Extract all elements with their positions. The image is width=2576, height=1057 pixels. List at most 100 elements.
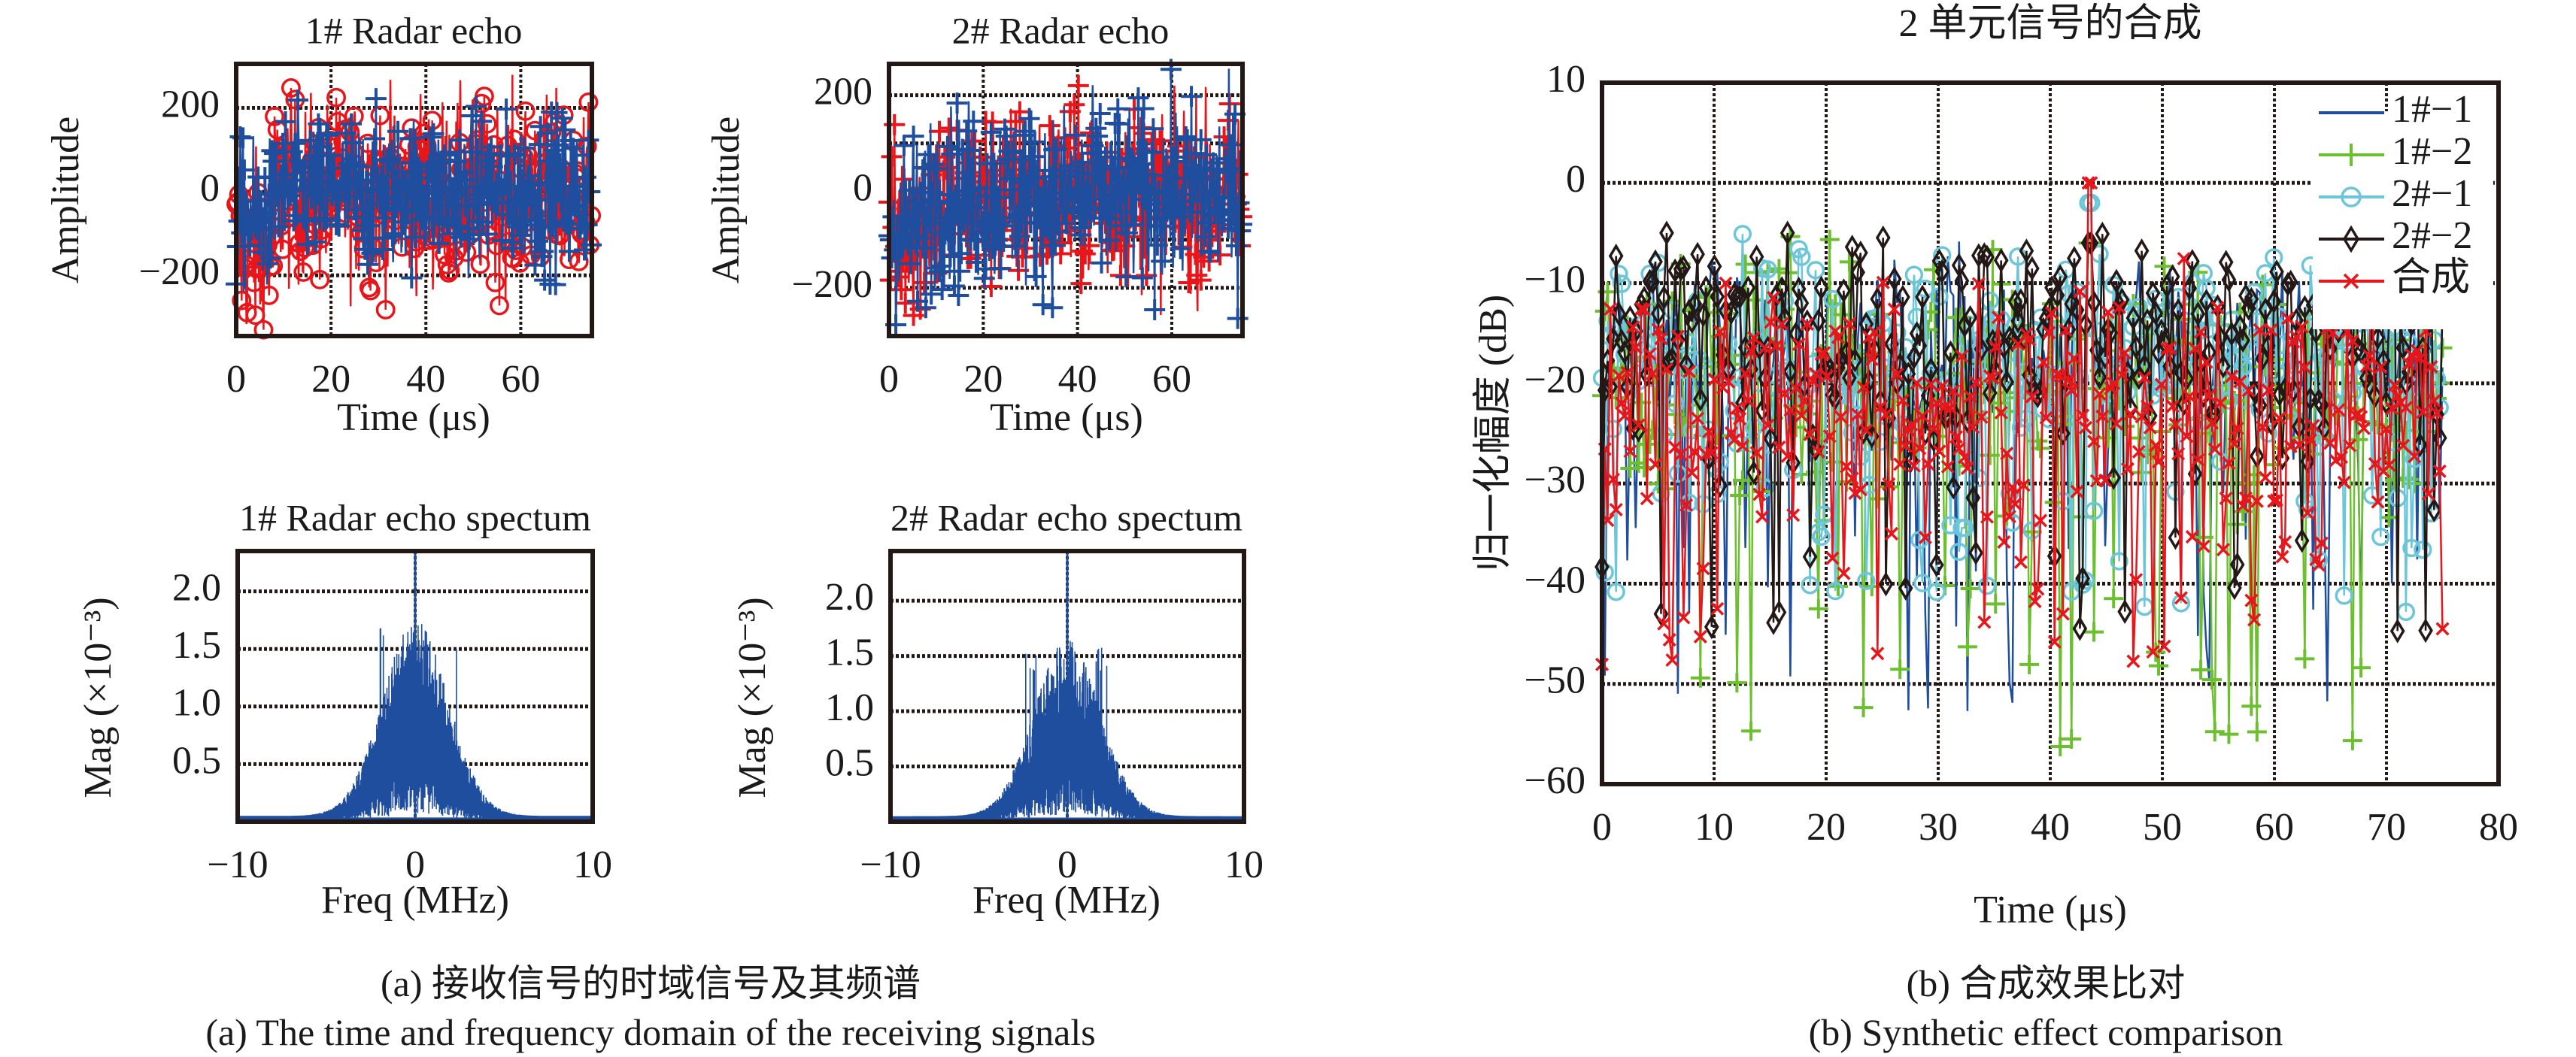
data-point <box>2128 335 2144 359</box>
data-point <box>1727 433 1741 447</box>
data-point <box>1102 158 1124 180</box>
data-point <box>326 87 347 108</box>
data-point <box>1758 260 1777 279</box>
y-tick-label: −10 <box>1525 259 1585 301</box>
data-point <box>1673 447 1688 462</box>
data-point <box>1097 198 1119 220</box>
data-point <box>2013 555 2028 569</box>
data-point <box>2075 565 2090 591</box>
data-point <box>2374 360 2388 374</box>
x-tick-label: 70 <box>2367 806 2406 849</box>
data-point <box>1679 498 1694 512</box>
data-point <box>2432 464 2447 478</box>
data-point <box>2162 353 2177 379</box>
data-point <box>310 269 330 289</box>
data-point <box>1643 347 1657 362</box>
data-point <box>1148 180 1170 201</box>
y-tick-label: 0.5 <box>172 739 221 782</box>
legend-label: 合成 <box>2392 256 2470 299</box>
series-line <box>1601 182 2444 665</box>
data-point <box>527 230 549 252</box>
y-axis-label: Mag (×10⁻³) <box>731 597 774 798</box>
data-point <box>1845 471 1859 486</box>
y-tick-label: 1.5 <box>825 631 874 674</box>
data-point <box>256 253 278 274</box>
data-point <box>987 186 1009 208</box>
data-point <box>2202 670 2223 690</box>
data-point <box>1842 316 1856 331</box>
data-point <box>1774 276 1790 301</box>
data-point <box>2084 176 2098 190</box>
data-point <box>2132 335 2151 355</box>
data-point <box>1901 361 1916 386</box>
data-point <box>287 89 309 111</box>
data-point <box>2382 458 2396 472</box>
data-point <box>2031 582 2045 596</box>
data-point <box>1183 161 1205 183</box>
data-point <box>511 195 533 217</box>
data-point <box>2244 286 2259 312</box>
data-point <box>988 212 1010 234</box>
data-point <box>1174 151 1196 173</box>
data-point <box>1826 581 1845 601</box>
data-point <box>2084 622 2104 642</box>
data-point <box>2269 259 2284 284</box>
data-point <box>1668 464 1688 483</box>
data-point <box>2019 654 2040 674</box>
data-point <box>2410 344 2424 358</box>
y-tick-label: 2.0 <box>825 576 874 619</box>
data-point <box>900 253 921 274</box>
data-point <box>2168 415 2189 435</box>
data-point <box>446 150 468 172</box>
data-point <box>1868 325 1882 339</box>
data-point <box>464 189 486 210</box>
data-point <box>1039 115 1060 137</box>
data-point <box>534 269 556 291</box>
data-point <box>1968 540 1983 565</box>
x-tick-label: 0 <box>405 843 425 886</box>
data-point <box>1856 380 1871 395</box>
data-point <box>1628 341 1643 355</box>
data-point <box>1146 235 1168 256</box>
data-point <box>1684 309 1700 335</box>
data-point <box>2185 530 2199 544</box>
data-point <box>2171 298 2186 323</box>
data-point <box>1735 254 1755 274</box>
data-point <box>949 260 971 282</box>
data-point <box>1727 673 1747 693</box>
data-point <box>1955 349 1969 363</box>
data-point <box>494 174 516 195</box>
y-tick-label: −200 <box>139 250 220 293</box>
data-point <box>1099 229 1121 251</box>
data-point <box>1806 374 1820 388</box>
data-point <box>2067 246 2082 271</box>
data-point <box>1977 576 1997 595</box>
data-point <box>2000 447 2014 461</box>
data-point <box>548 134 569 156</box>
data-point <box>1620 365 1634 380</box>
data-point <box>1741 721 1761 741</box>
data-point <box>320 144 341 166</box>
data-point <box>2153 319 2169 344</box>
data-point <box>1910 376 1924 390</box>
data-point <box>1895 284 1910 310</box>
data-point <box>1771 600 1787 625</box>
data-point <box>1802 544 1818 569</box>
data-point <box>2225 369 2239 383</box>
data-point <box>1943 401 1958 415</box>
data-point <box>2095 221 2110 247</box>
data-point <box>1837 566 1851 580</box>
data-point <box>2351 658 2371 678</box>
data-point <box>1780 449 1795 463</box>
data-point <box>2002 510 2016 524</box>
series-2 <box>878 59 1253 336</box>
data-point <box>2235 328 2250 353</box>
data-point <box>2154 256 2174 277</box>
y-tick-label: 0 <box>200 167 220 210</box>
y-tick-label: 1.0 <box>825 686 874 729</box>
data-point <box>457 242 477 262</box>
data-point <box>364 128 386 150</box>
y-tick-label: 1.5 <box>172 624 221 667</box>
data-point <box>2092 365 2107 390</box>
data-point <box>2312 558 2326 572</box>
